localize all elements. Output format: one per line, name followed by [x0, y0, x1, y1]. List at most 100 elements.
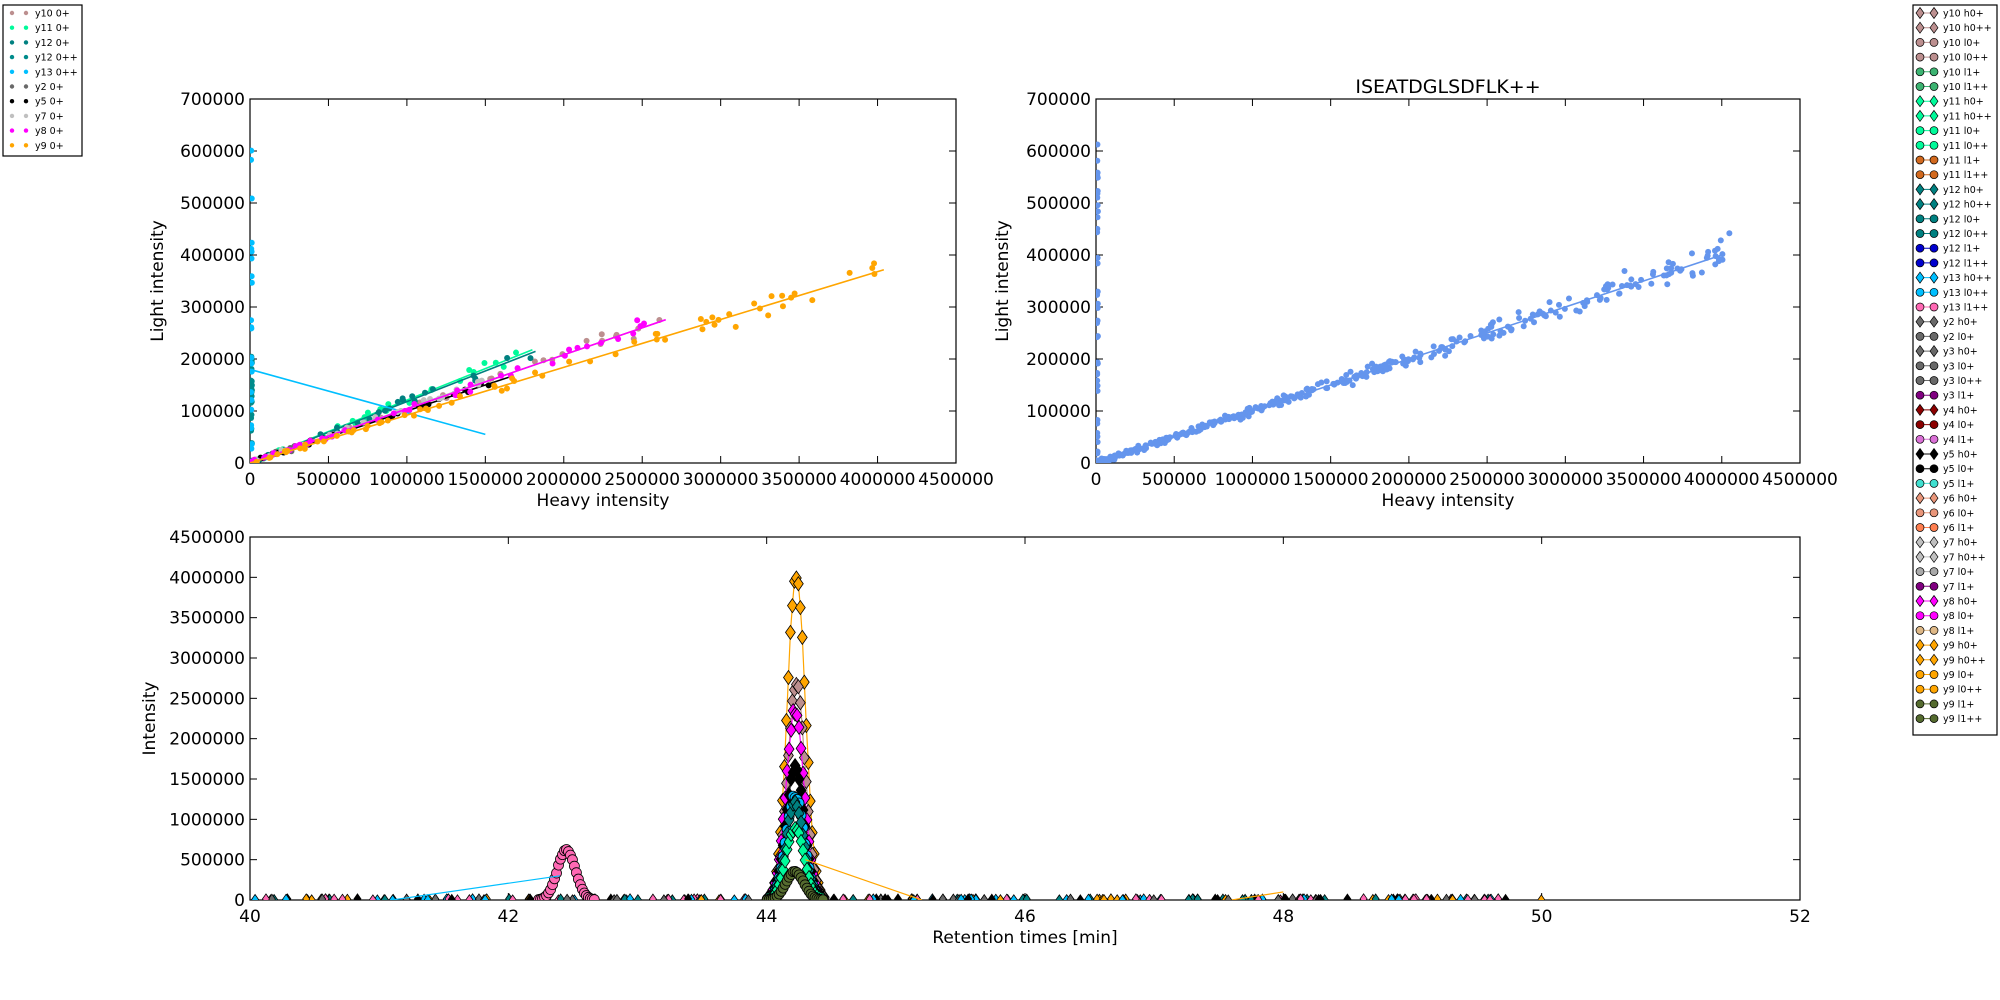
- legend-label: y10 l1+: [1943, 67, 1980, 78]
- data-point: [1496, 332, 1503, 339]
- data-point: [846, 269, 853, 276]
- diamond-marker: [353, 893, 362, 900]
- diamond-marker: [1288, 893, 1297, 900]
- legend-marker: [1915, 198, 1925, 211]
- y-tick-label: 300000: [180, 298, 245, 318]
- legend-label: y8 l1+: [1943, 626, 1974, 637]
- legend-marker: [1915, 38, 1925, 47]
- legend-label: y4 l0+: [1943, 420, 1974, 431]
- x-tick-label: 50: [1531, 907, 1553, 927]
- diamond-marker: [1022, 893, 1031, 900]
- x-tick-label: 4500000: [918, 470, 994, 490]
- diamond-marker: [792, 678, 804, 695]
- legend-marker: [23, 10, 29, 16]
- diamond-marker: [1093, 893, 1102, 900]
- data-point: [640, 320, 647, 327]
- y-tick-label: 3500000: [169, 609, 245, 629]
- chart-title: ISEATDGLSDFLK++: [1355, 76, 1540, 98]
- data-point: [1635, 283, 1642, 290]
- data-point: [364, 409, 371, 416]
- y-tick-label: 700000: [180, 90, 245, 110]
- diamond-marker: [1002, 893, 1011, 900]
- legend-marker: [1929, 447, 1939, 461]
- legend-item: y11 l0++: [1915, 141, 1988, 152]
- legend-marker: [1915, 52, 1925, 62]
- legend-label: y4 l1+: [1943, 435, 1974, 446]
- legend-label: y10 l0+: [1943, 38, 1980, 49]
- diamond-marker: [1409, 893, 1418, 900]
- diamond-marker: [1055, 894, 1064, 900]
- y-tick-label: 400000: [1026, 246, 1091, 266]
- legend-label: y4 h0+: [1943, 405, 1978, 416]
- data-point: [1096, 387, 1101, 394]
- data-point: [711, 321, 718, 328]
- legend-label: y8 h0+: [1943, 597, 1978, 608]
- diamond-marker: [792, 576, 804, 592]
- data-point: [250, 248, 255, 255]
- data-point: [1717, 237, 1724, 244]
- diamond-marker: [794, 599, 806, 616]
- legend-item: y11 h0++: [1915, 109, 1992, 122]
- legend-marker: [1915, 170, 1925, 180]
- diamond-marker: [881, 893, 890, 900]
- diamond-marker: [1254, 893, 1263, 900]
- diamond-marker: [796, 629, 808, 646]
- legend-marker: [23, 40, 29, 45]
- diamond-marker: [785, 624, 796, 641]
- legend-item: y9 l1+: [1915, 699, 1974, 710]
- data-point: [452, 392, 459, 399]
- diamond-marker: [633, 893, 642, 900]
- data-point: [871, 260, 878, 267]
- legend-marker: [1915, 684, 1925, 694]
- data-point: [250, 440, 255, 447]
- legend-marker: [1915, 699, 1925, 709]
- legend-item: y4 l0+: [1915, 420, 1974, 431]
- legend-marker: [1929, 315, 1939, 328]
- data-point: [654, 330, 661, 337]
- diamond-marker: [1463, 893, 1472, 900]
- legend-item: y6 l1+: [1915, 523, 1974, 534]
- diamond-marker: [996, 894, 1005, 900]
- legend-left: y10 0+ y11 0+ y12 0+ y12 0++ y13 0++ y2 0+ y5 …: [2, 4, 83, 157]
- diamond-marker: [1343, 893, 1352, 900]
- data-point: [1323, 378, 1330, 385]
- circle-marker: [817, 894, 829, 900]
- legend-item: y11 l0+: [1915, 126, 1980, 137]
- data-point: [250, 273, 255, 280]
- legend-marker: [1929, 581, 1939, 591]
- diamond-marker: [481, 893, 490, 900]
- legend-marker: [1929, 434, 1939, 444]
- diamond-marker: [1084, 893, 1093, 900]
- legend-marker: [1915, 464, 1925, 474]
- diamond-marker: [302, 893, 311, 900]
- data-point: [732, 323, 739, 330]
- diamond-marker: [423, 894, 432, 900]
- data-point: [481, 359, 488, 366]
- data-point: [394, 398, 401, 405]
- diamond-marker: [1359, 893, 1368, 900]
- diamond-marker: [1099, 893, 1108, 900]
- data-point: [1096, 288, 1101, 295]
- data-point: [697, 315, 704, 322]
- legend-item: y9 h0+: [1915, 639, 1978, 652]
- legend-label: y3 h0+: [1943, 347, 1978, 358]
- data-point: [1096, 370, 1101, 377]
- diamond-marker: [413, 893, 422, 900]
- data-point: [1096, 359, 1101, 366]
- data-point: [1602, 283, 1609, 290]
- data-point: [1496, 316, 1503, 323]
- legend-item: y5 l0+: [1915, 464, 1974, 475]
- legend-marker: [1915, 447, 1925, 461]
- data-point: [634, 317, 641, 324]
- data-point: [1516, 314, 1523, 321]
- data-point: [531, 358, 538, 365]
- legend-marker: [23, 113, 29, 119]
- legend-marker: [1915, 229, 1925, 238]
- data-point: [583, 337, 590, 344]
- legend-marker: [1915, 626, 1925, 635]
- diamond-marker: [1442, 893, 1451, 900]
- diamond-marker: [964, 893, 973, 900]
- legend-label: y11 h0++: [1943, 111, 1992, 122]
- legend-marker: [1929, 567, 1939, 576]
- y-tick-label: 2000000: [169, 730, 245, 750]
